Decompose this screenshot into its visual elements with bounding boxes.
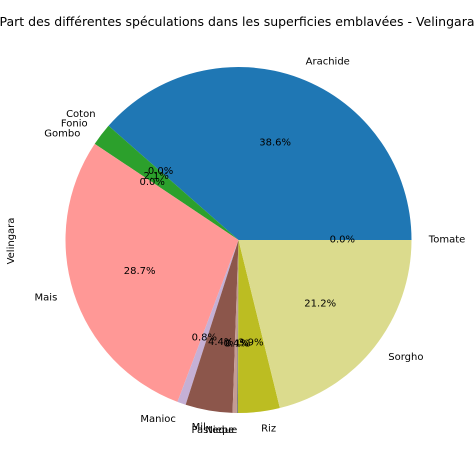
- slice-pct-manioc: 0.8%: [192, 333, 217, 344]
- slice-label-coton: Coton: [66, 109, 95, 120]
- pie-slice-sorgho: [238, 240, 412, 408]
- pie-slices: [65, 67, 412, 413]
- slice-label-pasteque: Pasteque: [191, 425, 237, 436]
- slice-pct-pasteque: 0.1%: [225, 338, 250, 349]
- pie-slice-manioc: [177, 240, 239, 405]
- slice-pct-fonio: 2.1%: [143, 171, 168, 182]
- pie-slice-mil: [185, 240, 239, 413]
- slice-pct-tomate: 0.0%: [330, 235, 355, 246]
- slice-label-niebe: Niebe: [205, 425, 234, 436]
- slice-label-mais: Mais: [35, 293, 58, 304]
- slice-pct-arachide: 38.6%: [259, 137, 291, 148]
- slice-label-arachide: Arachide: [306, 56, 350, 67]
- slice-pct-riz: 3.9%: [238, 338, 263, 349]
- slice-label-mil: Mil: [192, 422, 206, 433]
- slice-label-manioc: Manioc: [140, 414, 176, 425]
- pie-slice-fonio: [94, 125, 239, 240]
- slice-label-tomate: Tomate: [428, 235, 465, 246]
- slice-pct-sorgho: 21.2%: [304, 299, 336, 310]
- slice-label-fonio: Fonio: [61, 119, 88, 130]
- slice-pct-mais: 28.7%: [124, 266, 156, 277]
- slice-pct-niebe: 0.4%: [224, 338, 249, 349]
- slice-pct-gombo: 0.0%: [140, 177, 165, 188]
- chart-title: Part des différentes spéculations dans l…: [0, 14, 474, 29]
- slice-pct-mil: 4.4%: [208, 337, 233, 348]
- slice-pct-coton: 0.0%: [148, 166, 173, 177]
- y-axis-label: Velingara: [6, 218, 17, 265]
- pie-labels: Arachide 38.6% Coton 0.0% Fonio 2.1% Gombo 0.0%…: [35, 56, 466, 435]
- slice-label-riz: Riz: [261, 423, 276, 434]
- slice-label-gombo: Gombo: [44, 129, 80, 140]
- pie-slice-mais: [65, 143, 239, 402]
- pie-slice-arachide: [108, 67, 412, 240]
- pie-slice-riz: [237, 240, 280, 413]
- pie-slice-niebe: [232, 240, 239, 413]
- slice-label-sorgho: Sorgho: [388, 352, 423, 363]
- pie-slice-pasteque: [236, 240, 239, 413]
